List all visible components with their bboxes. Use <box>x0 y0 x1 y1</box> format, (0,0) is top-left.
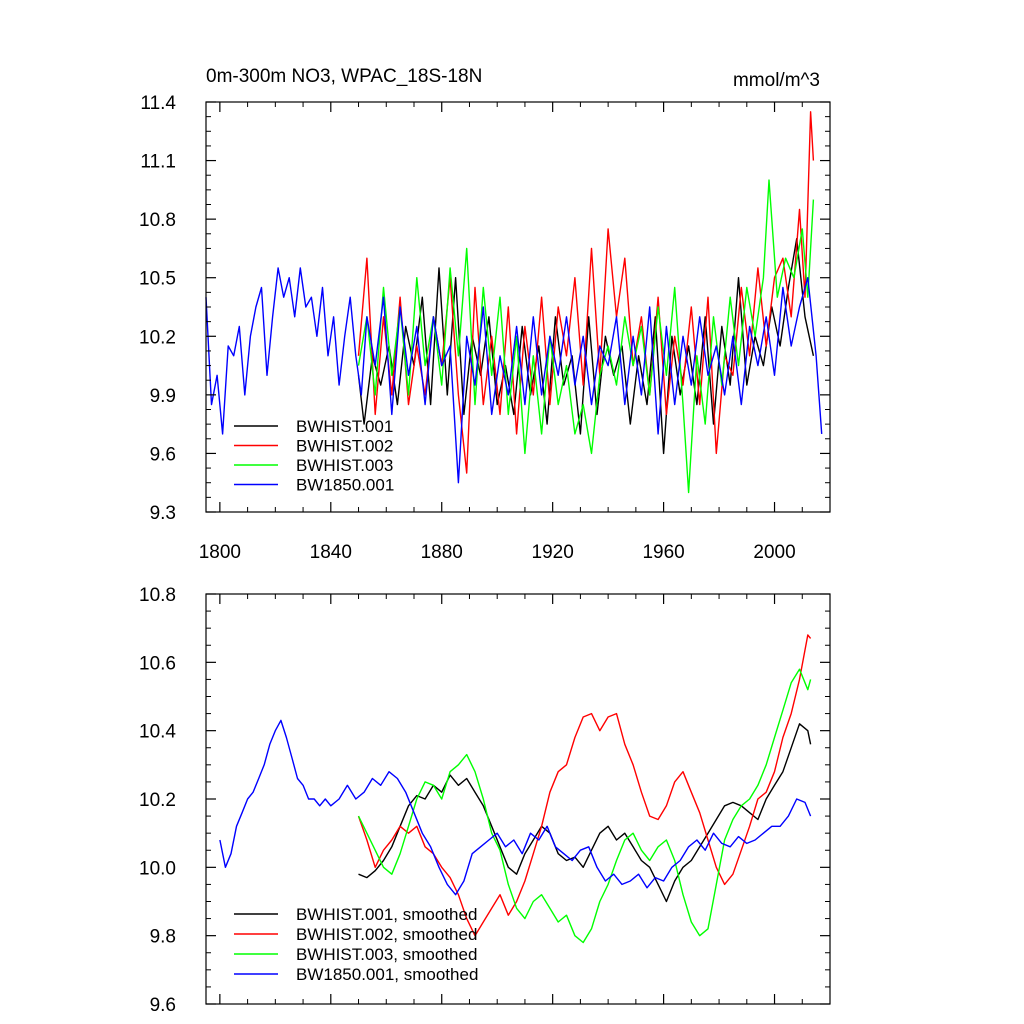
legend-label: BWHIST.001, smoothed <box>296 905 477 924</box>
y-tick-label: 9.9 <box>150 386 176 407</box>
x-tick-label: 1840 <box>310 542 352 563</box>
x-tick-label: 2000 <box>753 542 795 563</box>
series-line-bwhist-003 <box>357 179 815 494</box>
y-tick-label: 10.0 <box>139 858 176 879</box>
y-tick-label: 10.2 <box>139 790 176 811</box>
y-tick-label: 11.4 <box>140 93 176 114</box>
series-line-bwhist-003-smoothed <box>357 668 812 944</box>
y-tick-label: 9.6 <box>150 995 176 1016</box>
units-label: mmol/m^3 <box>733 70 820 91</box>
y-tick-label: 9.3 <box>150 503 176 524</box>
legend-label: BWHIST.002 <box>296 437 393 456</box>
legend-label: BW1850.001 <box>296 476 394 495</box>
legend-label: BWHIST.001 <box>296 417 393 436</box>
top-panel: 9.3 9.6 9.9 10.2 10.5 10.8 11.1 11.4 1800 1840 188… <box>139 66 831 563</box>
legend-label: BWHIST.002, smoothed <box>296 925 477 944</box>
legend-label: BWHIST.003, smoothed <box>296 945 477 964</box>
series-line-bwhist-001 <box>357 237 815 455</box>
y-tick-label: 11.1 <box>140 152 176 173</box>
y-tick-label: 9.8 <box>150 927 176 948</box>
x-tick-label: 1880 <box>421 542 463 563</box>
legend-label: BW1850.001, smoothed <box>296 965 478 984</box>
y-tick-label: 10.2 <box>139 327 176 348</box>
series-line-bw1850-001-smoothed <box>219 719 812 896</box>
y-tick-label: 10.4 <box>139 722 176 743</box>
chart-title: 0m-300m NO3, WPAC_18S-18N <box>206 66 482 87</box>
bottom-panel: 9.6 9.8 10.0 10.2 10.4 10.6 10.8 BWHIST.001, sm… <box>139 585 831 1016</box>
y-tick-label: 10.8 <box>139 210 176 231</box>
x-tick-label: 1920 <box>532 542 574 563</box>
series-line-bwhist-001-smoothed <box>358 723 812 903</box>
y-tick-label: 10.8 <box>139 585 176 606</box>
x-tick-label: 1960 <box>642 542 684 563</box>
y-tick-label: 9.6 <box>150 444 176 465</box>
y-tick-label: 10.5 <box>139 269 176 290</box>
series-line-bwhist-002-smoothed <box>357 634 812 937</box>
x-tick-label: 1800 <box>199 542 241 563</box>
legend-label: BWHIST.003 <box>296 456 393 475</box>
series-line-bw1850-001 <box>205 267 823 484</box>
y-tick-label: 10.6 <box>139 653 176 674</box>
